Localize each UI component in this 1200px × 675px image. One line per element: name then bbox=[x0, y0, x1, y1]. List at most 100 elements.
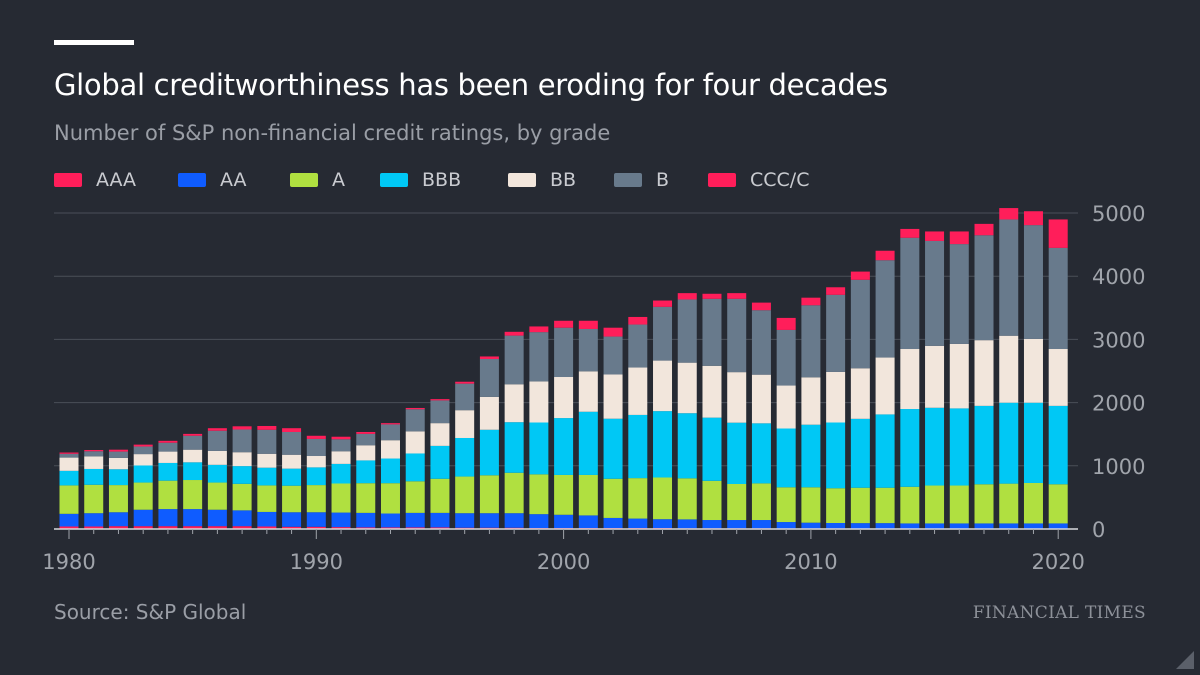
bar-segment-b-2004 bbox=[653, 306, 673, 361]
bar-segment-bbb-2004 bbox=[653, 411, 673, 478]
legend-item-bbb: BBB bbox=[380, 169, 508, 191]
bar-segment-bbb-1983 bbox=[133, 465, 153, 483]
bar-segment-ccc-c-1981 bbox=[84, 450, 104, 452]
legend-swatch bbox=[614, 173, 642, 187]
y-tick-label: 1000 bbox=[1092, 455, 1145, 479]
bar-segment-ccc-c-2020 bbox=[1048, 219, 1068, 248]
bar-segment-bb-1991 bbox=[331, 451, 351, 464]
bar-segment-bbb-2002 bbox=[603, 418, 623, 479]
y-tick-label: 4000 bbox=[1092, 265, 1145, 289]
bar-segment-b-1990 bbox=[306, 438, 326, 457]
bar-segment-aaa-1995 bbox=[430, 527, 450, 529]
bar-segment-b-2011 bbox=[826, 294, 846, 372]
bar-segment-aa-1997 bbox=[479, 513, 499, 528]
legend-swatch bbox=[290, 173, 318, 187]
bar-segment-a-1994 bbox=[405, 481, 425, 513]
bar-segment-bbb-2003 bbox=[628, 414, 648, 479]
bar-segment-ccc-c-2013 bbox=[875, 250, 895, 261]
bar-segment-bb-1984 bbox=[158, 451, 178, 463]
bar-segment-ccc-c-1983 bbox=[133, 444, 153, 447]
bar-segment-b-2008 bbox=[751, 310, 771, 375]
bar-segment-aa-2001 bbox=[578, 515, 598, 529]
bar-segment-bbb-1988 bbox=[257, 467, 277, 486]
bar-segment-bbb-1989 bbox=[282, 468, 302, 486]
x-tick-label: 2010 bbox=[784, 550, 837, 574]
bar-segment-b-1983 bbox=[133, 446, 153, 455]
bar-segment-b-2015 bbox=[925, 240, 945, 346]
bar-segment-bbb-1993 bbox=[380, 458, 400, 484]
y-tick-label: 3000 bbox=[1092, 328, 1145, 352]
bar-segment-b-2010 bbox=[801, 305, 821, 378]
legend-swatch bbox=[54, 173, 82, 187]
bar-segment-a-2020 bbox=[1048, 484, 1068, 524]
bar-segment-aa-1982 bbox=[108, 512, 128, 527]
bar-segment-ccc-c-2000 bbox=[554, 320, 574, 328]
bar-segment-b-1998 bbox=[504, 335, 524, 385]
bar-segment-ccc-c-2015 bbox=[925, 231, 945, 241]
bar-segment-a-2010 bbox=[801, 487, 821, 523]
bar-segment-bbb-1985 bbox=[183, 462, 203, 481]
x-tick-label: 2020 bbox=[1031, 550, 1084, 574]
bar-segment-aa-1980 bbox=[59, 513, 79, 527]
bar-segment-bb-2015 bbox=[925, 345, 945, 408]
bar-segment-bbb-1992 bbox=[356, 460, 376, 484]
bar-segment-bbb-2015 bbox=[925, 407, 945, 486]
bar-segment-bb-1987 bbox=[232, 452, 252, 467]
bar-segment-b-2000 bbox=[554, 327, 574, 378]
bar-segment-aa-1995 bbox=[430, 512, 450, 528]
bar-segment-aaa-1985 bbox=[183, 526, 203, 529]
bar-segment-bbb-2005 bbox=[677, 413, 697, 479]
bar-segment-ccc-c-2006 bbox=[702, 293, 722, 299]
bar-segment-a-1993 bbox=[380, 483, 400, 514]
bar-segment-ccc-c-1984 bbox=[158, 440, 178, 443]
bar-segment-ccc-c-2018 bbox=[999, 208, 1019, 220]
bar-segment-aaa-1988 bbox=[257, 526, 277, 529]
bar-segment-bb-2012 bbox=[850, 368, 870, 419]
bar-segment-aa-2012 bbox=[850, 523, 870, 529]
bar-segment-aaa-1986 bbox=[207, 526, 227, 529]
bar-segment-b-1994 bbox=[405, 409, 425, 432]
legend-item-aa: AA bbox=[178, 169, 290, 191]
bar-segment-aaa-1989 bbox=[282, 526, 302, 529]
bar-segment-aa-1993 bbox=[380, 513, 400, 528]
bar-segment-bb-1988 bbox=[257, 453, 277, 468]
bar-segment-bb-1995 bbox=[430, 423, 450, 446]
bar-segment-b-2017 bbox=[974, 235, 994, 341]
chart-title: Global creditworthiness has been eroding… bbox=[54, 68, 888, 102]
bar-segment-ccc-c-1993 bbox=[380, 423, 400, 425]
bar-segment-b-2002 bbox=[603, 336, 623, 375]
bar-segment-aaa-1980 bbox=[59, 526, 79, 529]
bar-segment-ccc-c-2017 bbox=[974, 223, 994, 236]
bar-segment-bb-2006 bbox=[702, 365, 722, 418]
bar-segment-bbb-2020 bbox=[1048, 405, 1068, 485]
bar-segment-bbb-1982 bbox=[108, 469, 128, 486]
bar-segment-aa-2003 bbox=[628, 518, 648, 529]
bar-segment-aa-2018 bbox=[999, 523, 1019, 529]
bar-segment-b-2001 bbox=[578, 328, 598, 372]
bar-segment-ccc-c-1992 bbox=[356, 431, 376, 434]
bar-segment-aa-1996 bbox=[455, 513, 475, 528]
bar-segment-bbb-2018 bbox=[999, 402, 1019, 484]
bar-segment-bb-2002 bbox=[603, 374, 623, 419]
bar-segment-bb-1982 bbox=[108, 457, 128, 470]
bar-segment-bb-2017 bbox=[974, 340, 994, 406]
bar-segment-aa-2002 bbox=[603, 517, 623, 529]
legend-swatch bbox=[508, 173, 536, 187]
bar-segment-a-2017 bbox=[974, 484, 994, 524]
chart-legend: AAA AA A BBB BB B CCC/C bbox=[54, 167, 828, 193]
bar-segment-a-1980 bbox=[59, 485, 79, 514]
bar-segment-ccc-c-1980 bbox=[59, 452, 79, 454]
bar-segment-b-2009 bbox=[776, 329, 796, 386]
bar-segment-b-2005 bbox=[677, 299, 697, 363]
bar-segment-bbb-2010 bbox=[801, 424, 821, 488]
bar-segment-a-1988 bbox=[257, 485, 277, 512]
bar-segment-ccc-c-1990 bbox=[306, 435, 326, 439]
bar-segment-ccc-c-2004 bbox=[653, 300, 673, 307]
legend-swatch bbox=[708, 173, 736, 187]
bar-segment-aa-2015 bbox=[925, 523, 945, 529]
bar-segment-aaa-1990 bbox=[306, 526, 326, 529]
legend-item-bb: BB bbox=[508, 169, 614, 191]
bar-segment-a-2007 bbox=[727, 484, 747, 521]
y-tick-label: 5000 bbox=[1092, 202, 1145, 226]
